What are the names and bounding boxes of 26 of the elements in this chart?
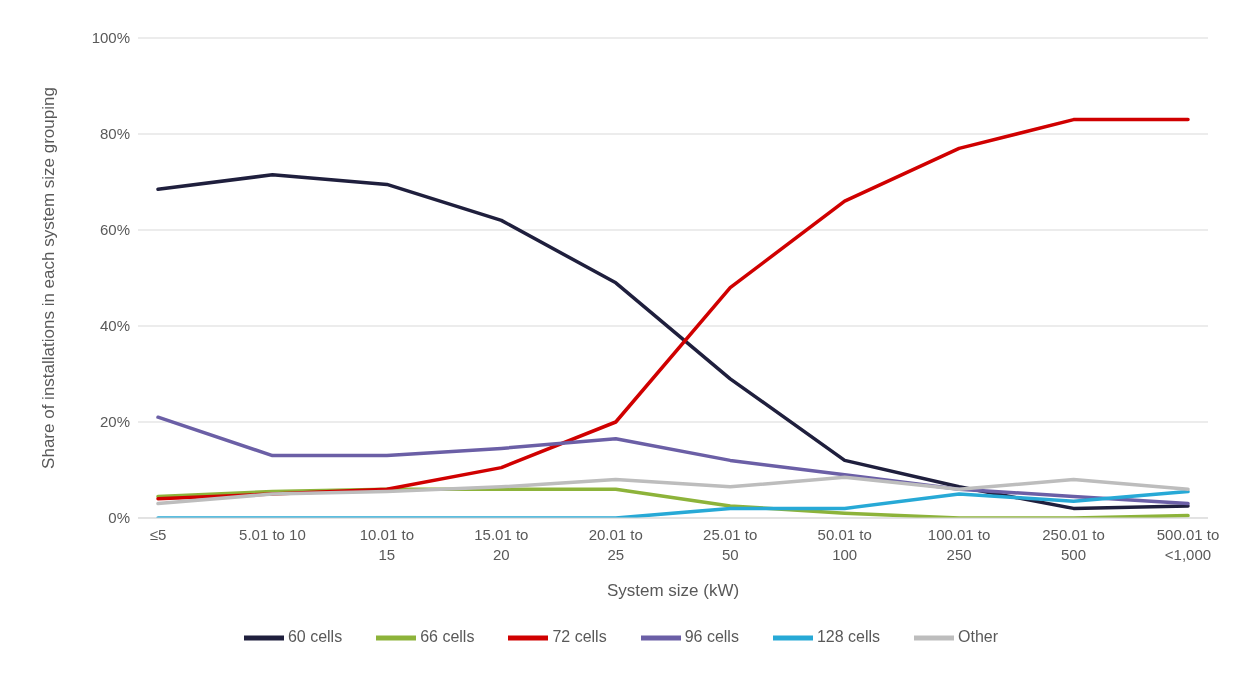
x-tick-label: 20.01 to 25 [588, 526, 643, 563]
legend-label: 60 cells [287, 628, 343, 646]
legend-label: 128 cells [816, 628, 881, 646]
legend-label: 66 cells [420, 628, 475, 646]
y-tick-label: 60% [99, 221, 130, 239]
x-axis-title: System size (kW) [606, 581, 740, 600]
y-tick-label: 40% [99, 317, 130, 335]
x-tick-label: 15.01 to 20 [474, 526, 529, 563]
x-tick-label: 250.01 to 500 [1042, 526, 1105, 563]
legend-label: 72 cells [552, 628, 607, 646]
y-tick-label: 80% [99, 125, 130, 143]
x-tick-label: 10.01 to 15 [359, 526, 414, 563]
x-tick-label: 25.01 to 50 [703, 526, 758, 563]
y-tick-label: 100% [91, 29, 130, 47]
line-series [156, 173, 1190, 511]
y-tick-label: 0% [108, 509, 130, 527]
x-tick-label: 100.01 to 250 [927, 526, 991, 563]
y-tick-label: 20% [99, 413, 130, 431]
legend-label: 96 cells [684, 628, 739, 646]
line-series [156, 475, 1190, 506]
x-tick-label: 50.01 to 100 [817, 526, 872, 563]
x-tick-label: 500.01 to <1,000 [1156, 526, 1220, 563]
x-tick-label: ≤5 [149, 526, 167, 543]
legend-label: Other [958, 628, 999, 646]
y-axis-title: Share of installations in each system size grouping [39, 87, 59, 469]
x-tick-label: 5.01 to 10 [239, 526, 306, 543]
